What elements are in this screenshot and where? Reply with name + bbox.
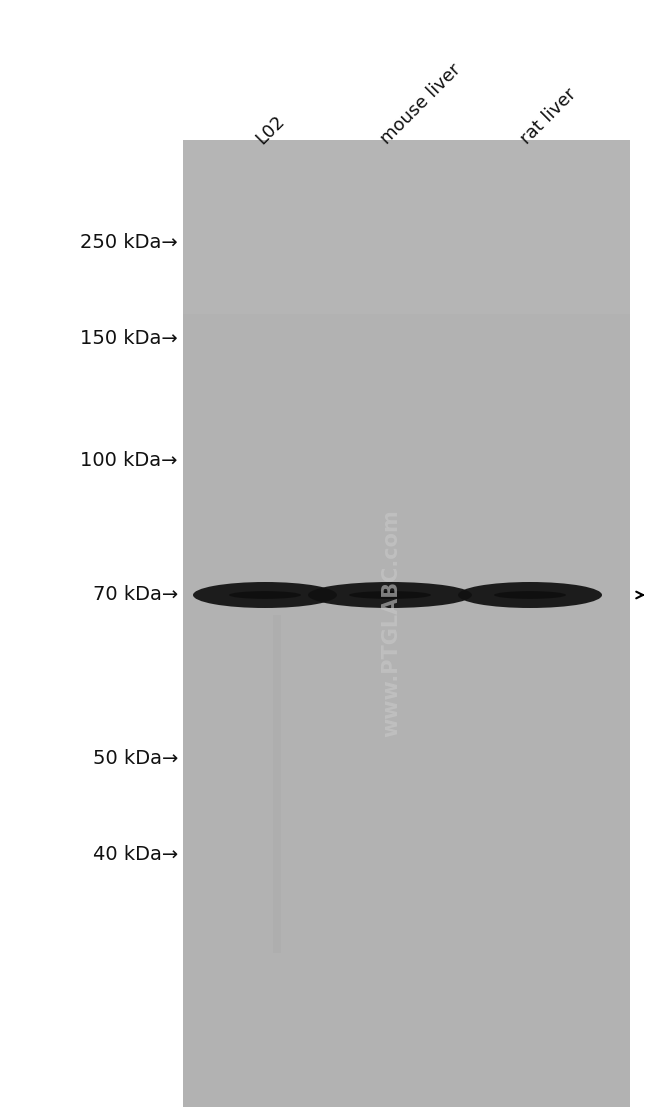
Text: 40 kDa→: 40 kDa→ [93, 846, 178, 865]
Bar [183, 139, 630, 314]
Text: 100 kDa→: 100 kDa→ [81, 451, 178, 469]
Text: 50 kDa→: 50 kDa→ [92, 748, 178, 767]
Ellipse shape [308, 582, 472, 608]
Ellipse shape [193, 582, 337, 608]
Text: mouse liver: mouse liver [377, 61, 465, 148]
Text: 70 kDa→: 70 kDa→ [93, 586, 178, 604]
Text: www.PTGLABC.com: www.PTGLABC.com [382, 509, 402, 737]
Ellipse shape [349, 591, 431, 599]
Text: 150 kDa→: 150 kDa→ [80, 329, 178, 348]
Ellipse shape [229, 591, 301, 599]
Text: 250 kDa→: 250 kDa→ [80, 234, 178, 252]
Bar [273, 615, 281, 953]
Ellipse shape [458, 582, 602, 608]
Text: L02: L02 [252, 112, 288, 148]
Text: rat liver: rat liver [517, 85, 580, 148]
Ellipse shape [494, 591, 566, 599]
Bar [183, 139, 630, 1107]
